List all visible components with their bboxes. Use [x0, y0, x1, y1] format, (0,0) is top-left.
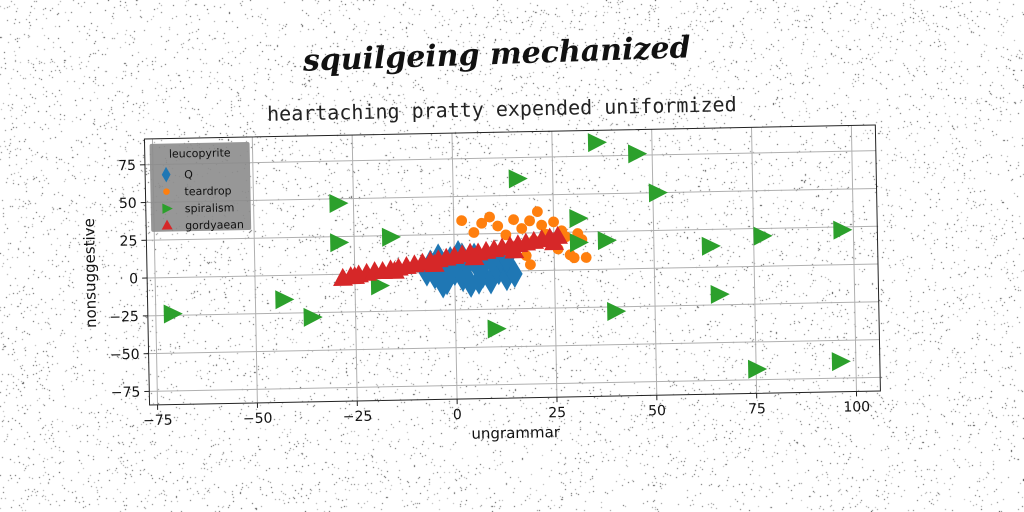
data-point — [163, 304, 183, 324]
legend-title: leucopyrite — [169, 146, 231, 160]
grid — [144, 125, 881, 405]
x-tick-label: 100 — [843, 399, 870, 416]
legend-entry-label: teardrop — [184, 184, 231, 198]
data-point — [531, 206, 543, 218]
x-tick-label: 0 — [453, 407, 462, 423]
legend-marker — [162, 203, 173, 214]
data-point — [468, 227, 480, 238]
y-tick-label: −50 — [110, 347, 140, 364]
legend-box — [149, 142, 252, 232]
chart-marks — [163, 133, 853, 379]
data-point — [303, 307, 323, 327]
data-point — [520, 250, 532, 262]
data-point — [456, 215, 468, 227]
y-tick-label: 50 — [119, 196, 137, 212]
data-point — [434, 270, 451, 299]
data-point — [464, 247, 485, 266]
x-tick-label: −25 — [343, 409, 373, 426]
data-point — [462, 269, 479, 298]
data-point — [344, 266, 365, 285]
x-tick-label: 75 — [748, 401, 766, 417]
data-point — [508, 214, 519, 226]
y-grid-line — [144, 150, 876, 166]
y-axis-label: nonsuggestive — [80, 218, 100, 328]
x-tick-label: −50 — [243, 411, 273, 428]
data-point — [831, 352, 851, 372]
data-point — [524, 215, 535, 227]
y-grid-line — [147, 301, 879, 317]
data-point — [525, 259, 536, 271]
y-tick-label: 25 — [119, 233, 137, 249]
legend-marker — [163, 188, 170, 195]
chart-suptitle: squilgeing mechanized — [301, 30, 691, 79]
data-point — [504, 240, 525, 259]
data-point — [833, 220, 853, 240]
data-point — [569, 233, 589, 253]
x-grid-line — [651, 129, 658, 396]
y-grid-line — [145, 187, 877, 203]
data-point — [568, 252, 580, 264]
data-point — [384, 260, 405, 279]
x-grid-line — [850, 125, 857, 392]
y-tick-label: 75 — [118, 158, 136, 174]
data-point — [381, 227, 402, 247]
y-grid-line — [148, 339, 880, 355]
axis-ticks: −75 −50 −25 0 25 50 75 100 −75 −50 −25 0 25 50 75 — [109, 158, 870, 430]
data-point — [370, 276, 390, 296]
series-gordyaean — [333, 225, 568, 287]
legend-entry-label: spiralism — [185, 201, 235, 215]
data-point — [487, 319, 507, 339]
series-spiralism — [163, 133, 853, 379]
legend-entry-label: Q — [184, 168, 193, 181]
data-point — [329, 194, 349, 214]
y-tick-label: −25 — [109, 309, 139, 326]
data-point — [747, 359, 768, 379]
chart-title: heartaching pratty expended uniformized — [267, 92, 737, 126]
data-point — [484, 211, 495, 223]
data-point — [498, 263, 515, 292]
data-point — [587, 133, 607, 153]
data-point — [607, 302, 627, 322]
data-point — [536, 219, 548, 231]
data-point — [506, 260, 523, 289]
data-point — [544, 232, 565, 251]
x-tick-label: 25 — [548, 405, 566, 421]
x-grid-line — [251, 136, 258, 403]
x-tick-label: 50 — [648, 403, 666, 419]
data-point — [492, 220, 504, 232]
data-point — [424, 253, 445, 273]
x-axis-label: ungrammar — [471, 423, 561, 443]
data-point — [470, 266, 487, 295]
data-point — [580, 252, 592, 263]
data-point — [516, 223, 528, 234]
x-grid-line — [751, 127, 758, 394]
data-point — [476, 217, 488, 229]
data-point — [330, 233, 350, 253]
legend-marker — [161, 219, 173, 230]
data-point — [648, 183, 668, 203]
axes-frame — [143, 124, 881, 406]
y-tick-label: 0 — [129, 271, 138, 287]
legend-marker — [161, 166, 171, 183]
y-grid-line — [149, 376, 881, 392]
data-point — [701, 236, 721, 256]
data-point — [548, 216, 559, 228]
data-point — [627, 144, 648, 164]
plot-area: −75 −50 −25 0 25 50 75 100 −75 −50 −25 0 25 50 75 ungr… — [80, 124, 881, 443]
legend-entry-label: gordyaean — [185, 218, 244, 232]
data-point — [753, 226, 773, 246]
x-grid-line — [551, 131, 558, 398]
x-tick-label: −75 — [143, 413, 173, 430]
data-point — [508, 169, 528, 189]
data-point — [569, 209, 589, 229]
data-point — [597, 231, 617, 251]
data-point — [710, 284, 730, 304]
data-point — [500, 229, 512, 241]
y-tick-label: −75 — [111, 385, 141, 402]
data-point — [482, 266, 499, 295]
data-point — [275, 290, 295, 310]
